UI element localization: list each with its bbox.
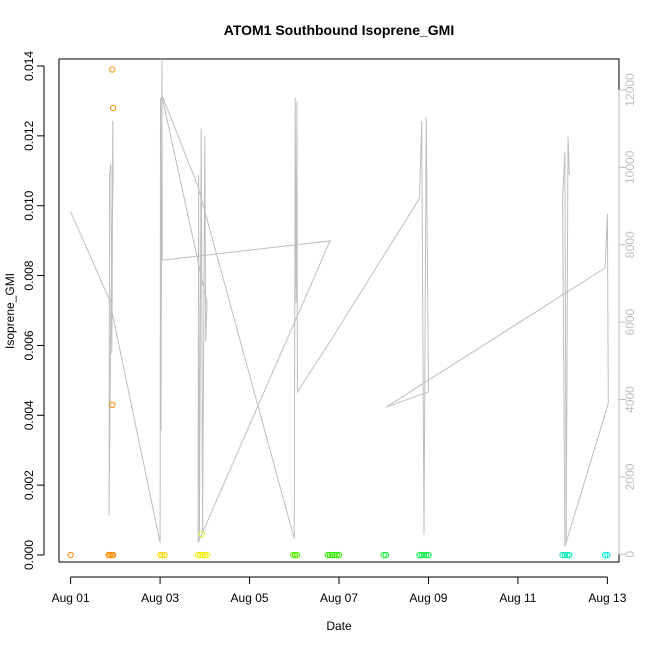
data-point [425,551,432,559]
data-point [194,551,202,559]
data-point [326,551,334,559]
data-point [416,551,423,559]
data-point [561,551,569,559]
y-tick-label: 0.000 [22,540,36,570]
data-point [559,551,566,559]
data-point [380,551,387,559]
y2-axis: 0 2000 4000 6000 8000 10000 12000 [618,73,637,558]
data-point [159,551,166,559]
data-point [293,551,301,559]
data-point [566,551,573,559]
grey-line-series [70,58,609,547]
data-point [156,551,164,559]
x-axis: Aug 01 Aug 03 Aug 05 Aug 07 Aug 09 Aug 11 Aug … [52,576,627,605]
y2-tick-label: 0 [623,551,637,558]
data-point [203,551,211,559]
data-point [420,551,428,559]
y-tick-label: 0.012 [22,121,36,151]
data-point [324,551,332,559]
y-axis: 0.000 0.002 0.004 0.006 0.008 0.010 0.012 0.014 [22,51,45,570]
data-point [418,551,425,559]
data-point [197,551,204,559]
data-point [601,551,609,559]
y-axis-label: Isoprene_GMI [3,273,17,349]
y-tick-label: 0.010 [22,190,36,220]
data-point [335,551,343,559]
y-tick-label: 0.004 [22,400,36,430]
y-tick-label: 0.008 [22,260,36,290]
data-point [161,551,168,559]
x-tick-label: Aug 03 [141,591,179,605]
x-tick-label: Aug 05 [231,591,269,605]
data-point [291,551,299,559]
chart-title: ATOM1 Southbound Isoprene_GMI [224,22,454,38]
y2-tick-label: 10000 [623,150,637,184]
y2-tick-label: 8000 [623,231,637,258]
x-tick-label: Aug 13 [588,591,626,605]
data-point [201,551,209,559]
data-point [198,530,205,538]
data-point [109,66,116,73]
data-point [109,551,117,559]
points-series [67,66,611,559]
y2-tick-label: 2000 [623,463,637,490]
y2-tick-label: 6000 [623,308,637,335]
y-tick-label: 0.006 [22,330,36,360]
data-point [290,551,297,559]
x-tick-label: Aug 09 [409,591,447,605]
data-point [423,551,430,559]
y2-tick-label: 12000 [623,73,637,107]
x-tick-label: Aug 11 [499,591,536,605]
data-point [329,551,336,559]
x-tick-label: Aug 01 [52,591,90,605]
data-point [333,551,340,559]
x-axis-label: Date [326,619,352,633]
grey-line-path [70,58,609,547]
data-point [604,551,611,559]
data-point [331,551,338,559]
y-tick-label: 0.014 [22,51,36,81]
y2-tick-label: 4000 [623,386,637,413]
x-tick-label: Aug 07 [320,591,358,605]
data-point [199,551,206,559]
data-point [106,551,114,559]
y-tick-label: 0.002 [22,470,36,500]
data-point [67,551,74,559]
data-point [109,401,116,409]
data-point [109,104,117,112]
data-point [382,551,390,559]
data-point [563,551,571,559]
